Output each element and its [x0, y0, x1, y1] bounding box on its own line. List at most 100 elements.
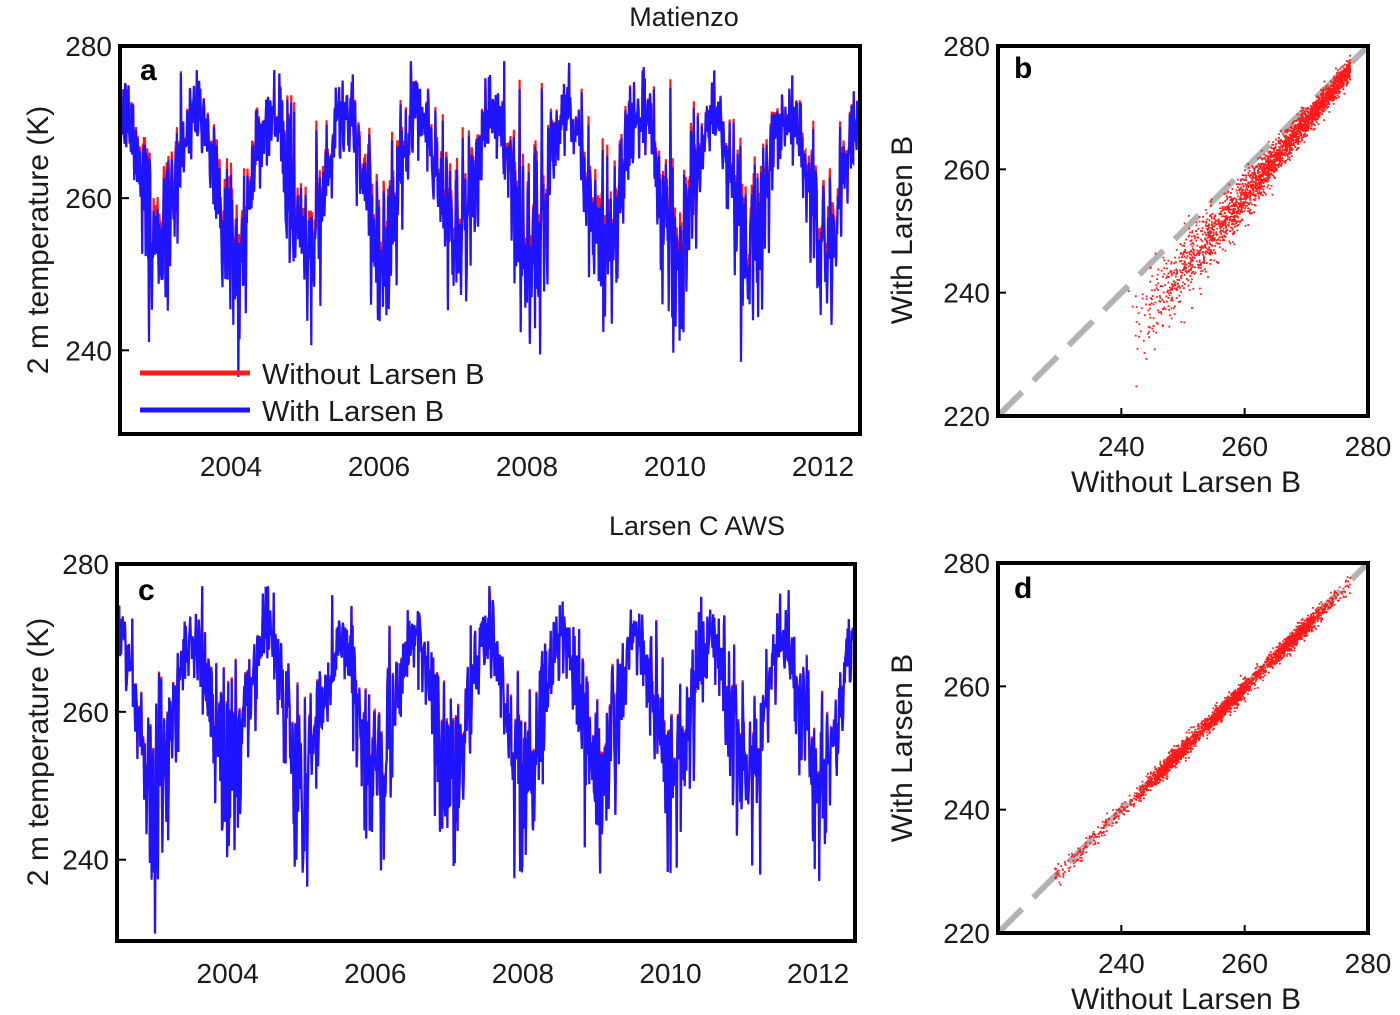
scatter-point: [1223, 221, 1226, 223]
scatter-point: [1255, 680, 1257, 682]
scatter-point: [1261, 167, 1264, 169]
scatter-point: [1208, 239, 1211, 242]
scatter-point: [1294, 123, 1297, 126]
scatter-point: [1337, 89, 1340, 92]
scatter-point: [1316, 609, 1318, 612]
scatter-point: [1183, 745, 1185, 748]
scatter-point: [1217, 718, 1219, 721]
scatter-point: [1269, 660, 1272, 663]
scatter-point: [1344, 585, 1347, 588]
scatter-point: [1301, 119, 1303, 121]
scatter-point: [1233, 691, 1235, 694]
scatter-point: [1230, 192, 1232, 194]
scatter-point: [1252, 191, 1255, 194]
scatter-point: [1224, 226, 1227, 229]
scatter-point: [1260, 162, 1263, 165]
scatter-point: [1238, 688, 1241, 691]
scatter-point: [1256, 686, 1259, 689]
scatter-point: [1060, 865, 1062, 867]
scatter-point: [1057, 863, 1060, 865]
scatter-point: [1212, 724, 1215, 727]
scatter-point: [1270, 153, 1273, 155]
scatter-point: [1206, 734, 1209, 737]
scatter-point: [1325, 103, 1328, 106]
scatter-point: [1178, 756, 1180, 759]
panel-b-letter: b: [1014, 52, 1032, 85]
scatter-point: [1247, 174, 1250, 176]
scatter-point: [1201, 230, 1203, 232]
scatter-point: [1228, 208, 1231, 211]
scatter-point: [1170, 307, 1173, 310]
scatter-point: [1243, 197, 1245, 200]
scatter-point: [1190, 254, 1193, 256]
scatter-point: [1163, 267, 1166, 270]
scatter-point: [1217, 242, 1219, 245]
scatter-point: [1153, 288, 1156, 291]
scatter-point: [1270, 156, 1273, 159]
scatter-point: [1173, 754, 1175, 757]
scatter-point: [1223, 713, 1226, 716]
scatter-point: [1307, 129, 1309, 131]
scatter-point: [1115, 808, 1118, 811]
scatter-point: [1162, 275, 1164, 278]
scatter-point: [1281, 154, 1284, 157]
scatter-point: [1212, 238, 1214, 240]
scatter-point: [1188, 731, 1191, 734]
scatter-point: [1176, 288, 1178, 291]
scatter-point: [1155, 783, 1158, 786]
scatter-point: [1249, 199, 1252, 201]
scatter-point: [1192, 256, 1194, 259]
scatter-point: [1267, 162, 1270, 165]
scatter-point: [1176, 272, 1178, 275]
scatter-point: [1158, 777, 1160, 780]
scatter-point: [1269, 651, 1272, 653]
scatter-point: [1262, 157, 1265, 160]
scatter-point: [1223, 234, 1226, 237]
scatter-point: [1235, 198, 1238, 201]
scatter-point: [1169, 314, 1171, 317]
scatter-point: [1153, 781, 1155, 784]
scatter-point: [1296, 621, 1299, 624]
scatter-point: [1285, 640, 1288, 643]
scatter-point: [1187, 737, 1190, 740]
scatter-point: [1277, 156, 1280, 159]
scatter-point: [1181, 269, 1184, 271]
scatter-point: [1288, 146, 1291, 149]
scatter-point: [1323, 605, 1325, 607]
scatter-point: [1258, 197, 1260, 200]
scatter-point: [1176, 286, 1179, 289]
scatter-point: [1198, 727, 1200, 729]
scatter-point: [1157, 778, 1160, 781]
scatter-point: [1142, 785, 1144, 788]
scatter-point: [1320, 614, 1322, 617]
scatter-point: [1169, 271, 1172, 274]
scatter-point: [1197, 735, 1199, 738]
scatter-point: [1283, 135, 1286, 138]
scatter-point: [1170, 261, 1173, 263]
scatter-point: [1320, 601, 1323, 603]
scatter-point: [1196, 734, 1199, 736]
scatter-point: [1161, 324, 1164, 326]
scatter-point: [1162, 308, 1165, 310]
scatter-point: [1325, 605, 1328, 607]
scatter-point: [1196, 236, 1199, 239]
scatter-point: [1163, 762, 1166, 765]
scatter-point: [1336, 79, 1339, 82]
scatter-point: [1147, 783, 1149, 785]
scatter-point: [1206, 227, 1208, 230]
scatter-point: [1221, 221, 1224, 223]
scatter-point: [1191, 264, 1194, 266]
scatter-point: [1191, 245, 1194, 248]
scatter-point: [1185, 257, 1188, 260]
scatter-point: [1260, 149, 1263, 152]
scatter-point: [1275, 654, 1278, 657]
scatter-point: [1204, 209, 1207, 211]
scatter-point: [1211, 711, 1214, 714]
scatter-point: [1222, 238, 1225, 241]
scatter-point: [1142, 339, 1145, 342]
scatter-point: [1251, 677, 1253, 679]
scatter-point: [1333, 78, 1335, 81]
scatter-point: [1231, 241, 1234, 243]
scatter-point: [1281, 144, 1283, 147]
scatter-point: [1199, 252, 1201, 254]
